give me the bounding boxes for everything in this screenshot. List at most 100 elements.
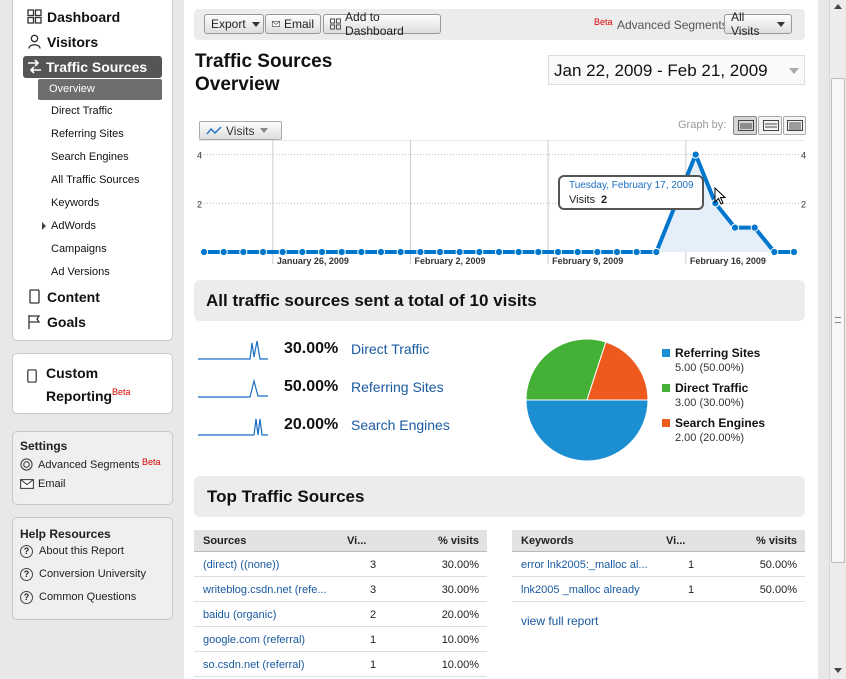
sub-item-keywords[interactable]: Keywords: [51, 197, 100, 209]
keyword-visits: 1: [688, 559, 695, 571]
x-tick-label: February 2, 2009: [415, 256, 486, 266]
table-header: Sources Vi... % visits: [194, 530, 487, 552]
col-visits[interactable]: Vi...: [347, 535, 367, 547]
nav-dashboard[interactable]: Dashboard: [23, 6, 183, 28]
custom-reporting-link[interactable]: Custom: [46, 365, 99, 381]
sparkline: [198, 418, 268, 436]
export-label: Export: [211, 17, 246, 31]
add-to-dashboard-button[interactable]: Add to Dashboard: [323, 10, 441, 38]
date-range-selector[interactable]: Jan 22, 2009 - Feb 21, 2009: [548, 55, 805, 85]
scroll-up-arrow-icon[interactable]: [834, 4, 842, 9]
dashboard-icon: [330, 18, 342, 30]
sub-item-all-traffic-sources[interactable]: All Traffic Sources: [51, 174, 140, 186]
table-row: google.com (referral) 1 10.00%: [194, 627, 487, 652]
email-link[interactable]: Email: [38, 478, 66, 490]
tooltip-date: Tuesday, February 17, 2009: [569, 180, 694, 191]
data-point: [534, 247, 543, 257]
sub-item-campaigns[interactable]: Campaigns: [51, 243, 107, 255]
source-link[interactable]: so.csdn.net (referral): [203, 659, 305, 671]
page-title-line2: Overview: [195, 74, 280, 95]
sub-item-overview[interactable]: Overview: [38, 79, 162, 100]
legend-label: Direct Traffic: [675, 381, 749, 395]
summary-link[interactable]: Search Engines: [351, 417, 450, 433]
sub-item-ad-versions[interactable]: Ad Versions: [51, 266, 110, 278]
source-link[interactable]: (direct) ((none)): [203, 559, 280, 571]
tooltip-value: 2: [601, 194, 608, 206]
summary-link[interactable]: Referring Sites: [351, 379, 444, 395]
advanced-segments-link[interactable]: Advanced Segments: [38, 459, 140, 471]
grip-icon: [835, 317, 841, 323]
beta-badge: Beta: [594, 17, 613, 27]
scroll-thumb[interactable]: [831, 78, 845, 563]
keyword-pct: 50.00%: [759, 584, 797, 596]
legend-swatch: [662, 419, 670, 427]
person-icon: [28, 34, 41, 49]
pie-slice: [525, 338, 607, 401]
data-point: [573, 247, 582, 257]
keyword-visits: 1: [688, 584, 695, 596]
sparkline: [198, 340, 268, 360]
data-point: [730, 223, 740, 232]
data-point: [396, 247, 405, 257]
export-button[interactable]: Export: [204, 14, 264, 34]
segments-select[interactable]: All Visits: [724, 10, 792, 38]
sub-item-referring-sites[interactable]: Referring Sites: [51, 128, 124, 140]
graph-by-day-button[interactable]: [733, 116, 757, 135]
custom-reporting-link-2[interactable]: Reporting: [46, 388, 113, 404]
metric-selector[interactable]: Visits: [199, 121, 282, 140]
mouse-cursor-icon: [714, 187, 726, 205]
nav-label: Traffic Sources: [46, 59, 148, 75]
graph-by-week-button[interactable]: [758, 116, 782, 135]
nav-visitors[interactable]: Visitors: [23, 31, 183, 53]
pie-slice: [586, 341, 649, 401]
expand-arrow-icon[interactable]: [42, 222, 46, 230]
col-visits[interactable]: Vi...: [666, 535, 686, 547]
y-tick-label-left: 2: [197, 199, 202, 209]
graph-by-month-button[interactable]: [783, 116, 806, 135]
nav-label: Dashboard: [47, 9, 121, 25]
col-pct-visits[interactable]: % visits: [756, 535, 797, 547]
source-link[interactable]: google.com (referral): [203, 634, 306, 646]
view-full-report-link[interactable]: view full report: [521, 614, 599, 628]
vertical-scrollbar[interactable]: [829, 0, 846, 679]
main-content: Export Email Add to Dashboard Beta Advan…: [184, 0, 818, 679]
data-point: [612, 247, 622, 257]
help-common-questions[interactable]: ? Common Questions: [20, 591, 170, 607]
source-link[interactable]: writeblog.csdn.net (refe...: [203, 584, 327, 596]
data-point: [514, 247, 523, 257]
keyword-link[interactable]: lnk2005 _malloc already: [521, 584, 640, 596]
col-pct-visits[interactable]: % visits: [438, 535, 479, 547]
dropdown-arrow-icon: [251, 21, 260, 27]
line-chart-icon: [206, 126, 222, 134]
email-label: Email: [283, 17, 314, 31]
nav-traffic-sources[interactable]: Traffic Sources: [23, 56, 162, 78]
graph-by-label: Graph by:: [678, 119, 727, 131]
table-row: (direct) ((none)) 3 30.00%: [194, 552, 487, 577]
help-about-report[interactable]: ? About this Report: [20, 545, 170, 561]
help-conversion-university[interactable]: ? Conversion University: [20, 568, 170, 584]
summary-row: 50.00% Referring Sites: [198, 376, 518, 400]
legend-item: Referring Sites 5.00 (50.00%): [662, 346, 812, 378]
keyword-link[interactable]: error lnk2005:_malloc al...: [521, 559, 648, 571]
sub-item-search-engines[interactable]: Search Engines: [51, 151, 129, 163]
help-label: Conversion University: [39, 568, 146, 580]
source-link[interactable]: baidu (organic): [203, 609, 277, 621]
y-tick-label-right: 2: [801, 199, 806, 209]
nav-content[interactable]: Content: [23, 286, 183, 308]
data-point: [553, 247, 563, 257]
scroll-down-arrow-icon[interactable]: [834, 668, 842, 673]
legend-value: 2.00 (20.00%): [675, 432, 745, 444]
sub-item-adwords[interactable]: AdWords: [51, 220, 97, 232]
col-sources[interactable]: Sources: [203, 535, 247, 547]
settings-panel: [12, 431, 173, 505]
beta-badge: Beta: [142, 457, 161, 467]
sub-item-direct-traffic[interactable]: Direct Traffic: [51, 105, 113, 117]
page-title: Traffic Sources Overview: [195, 50, 332, 96]
summary-link[interactable]: Direct Traffic: [351, 341, 430, 357]
data-point: [789, 247, 799, 257]
top-sources-header: Top Traffic Sources: [194, 476, 805, 517]
nav-goals[interactable]: Goals: [23, 311, 183, 333]
help-label: About this Report: [39, 545, 124, 557]
col-keywords[interactable]: Keywords: [521, 535, 574, 547]
email-button[interactable]: Email: [265, 14, 321, 34]
